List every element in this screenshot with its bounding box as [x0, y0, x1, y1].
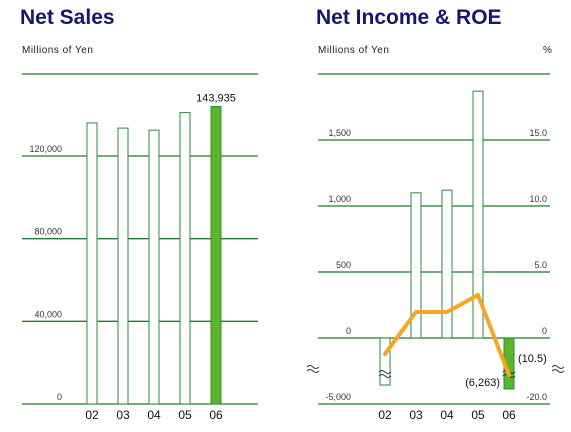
y2-tick-label: 10.0	[529, 194, 547, 204]
net-income-data-label: (6,263)	[465, 377, 500, 389]
net-sales-title: Net Sales	[20, 6, 115, 29]
y-tick-label: 0	[346, 326, 351, 336]
net-income-bar	[379, 337, 391, 386]
x-tick-label: 05	[178, 408, 192, 422]
roe-line	[383, 293, 511, 377]
roe-data-label: (10.5)	[518, 353, 547, 365]
y-tick-label: 0	[57, 392, 62, 402]
x-tick-label: 04	[147, 408, 161, 422]
net-sales-bar	[117, 127, 129, 405]
y-tick-label: 500	[336, 260, 351, 270]
x-tick-label: 06	[209, 408, 223, 422]
x-tick-label: 02	[85, 408, 99, 422]
x-tick-label: 06	[502, 408, 516, 422]
y-tick-label: 1,500	[328, 128, 351, 138]
y2-tick-label: 5.0	[534, 260, 547, 270]
net-income-bar	[472, 90, 484, 339]
y-tick-label: 1,000	[328, 194, 351, 204]
y2-tick-label: 0	[542, 326, 547, 336]
axis-break-left	[306, 365, 320, 373]
net-income-bar	[441, 189, 453, 339]
x-tick-label: 03	[116, 408, 130, 422]
y-tick-label: 80,000	[34, 227, 62, 237]
bar-break	[378, 370, 392, 378]
x-tick-label: 03	[409, 408, 423, 422]
roe-unit-label: %	[543, 45, 553, 56]
net-sales-bar	[210, 106, 222, 405]
y-tick-label: -5,000	[325, 392, 351, 402]
x-tick-label: 05	[471, 408, 485, 422]
net-sales-bar	[86, 122, 98, 405]
y-tick-label: 40,000	[34, 309, 62, 319]
net-sales-bar	[179, 112, 191, 405]
y2-tick-label: -20.0	[526, 392, 547, 402]
net-sales-bar	[148, 129, 160, 405]
axis-break-right	[551, 365, 565, 373]
net-income-bar	[410, 192, 422, 339]
net-income-roe-title: Net Income & ROE	[316, 6, 502, 29]
x-tick-label: 02	[378, 408, 392, 422]
x-tick-label: 04	[440, 408, 454, 422]
data-label: 143,935	[196, 93, 236, 105]
y2-tick-label: 15.0	[529, 128, 547, 138]
net-sales-unit-label: Millions of Yen	[22, 45, 94, 56]
net-income-unit-label: Millions of Yen	[318, 45, 390, 56]
y-tick-label: 120,000	[29, 144, 62, 154]
